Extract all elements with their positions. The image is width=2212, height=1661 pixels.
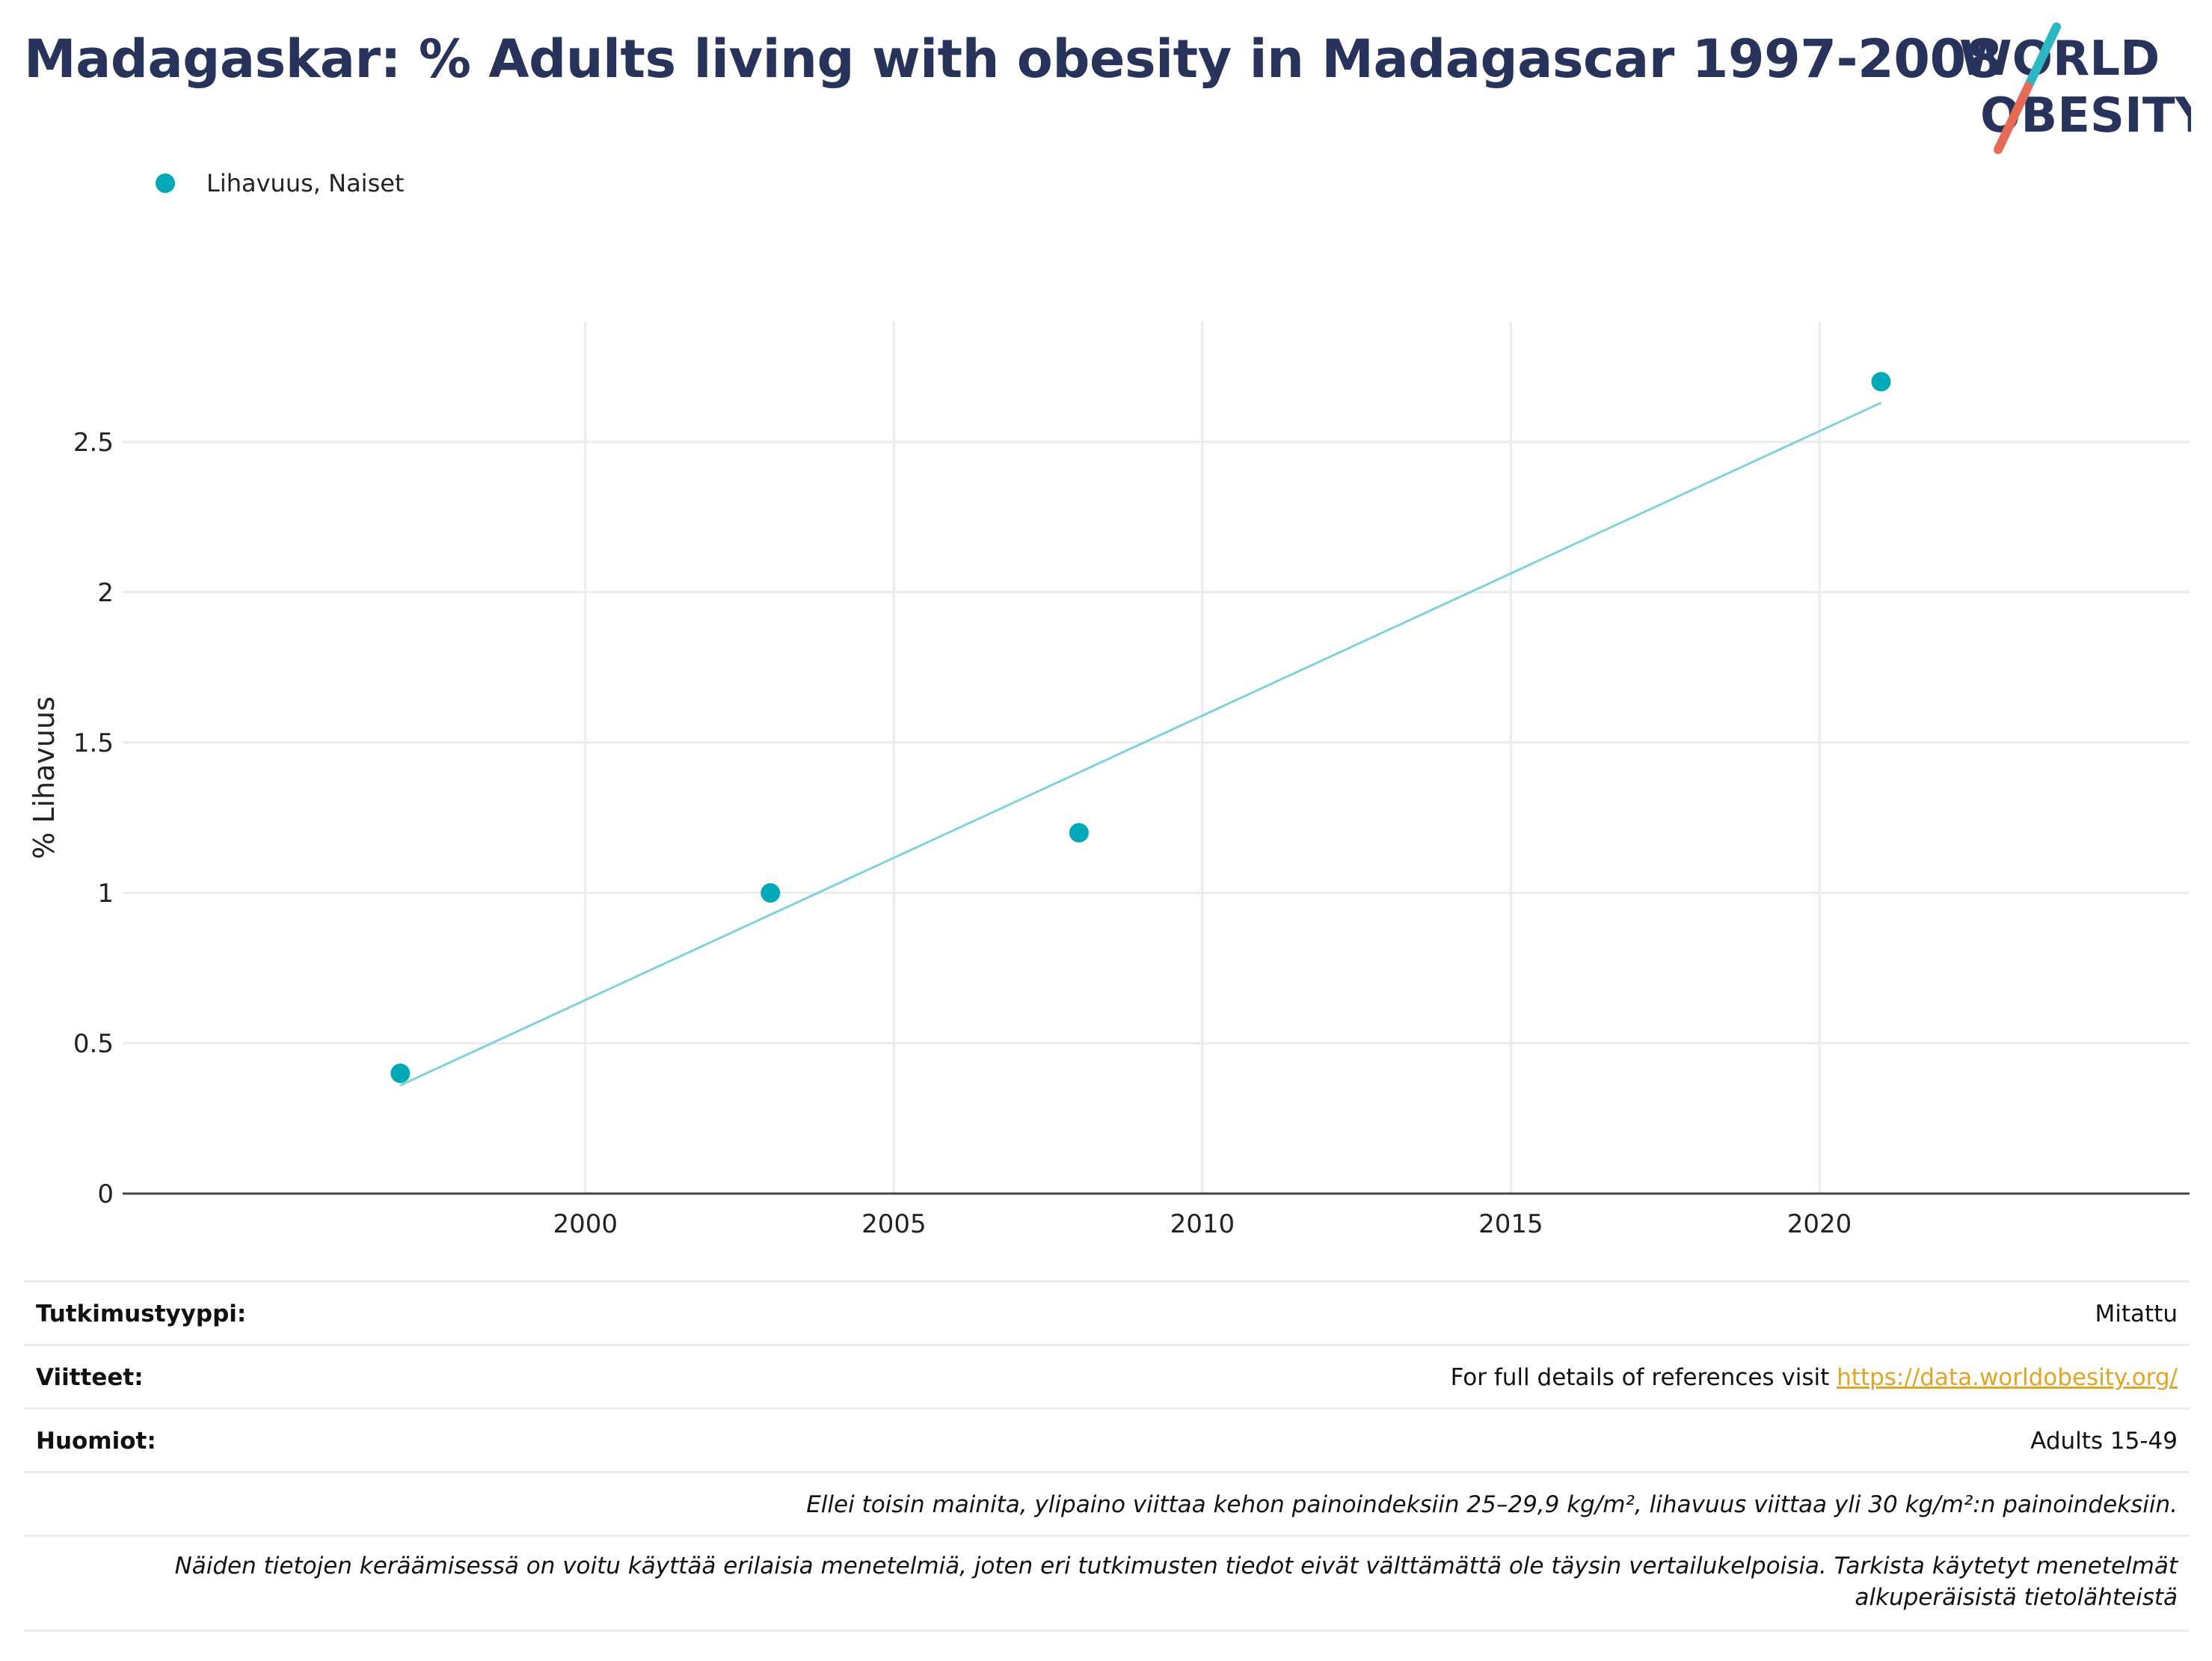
references-text: For full details of references visit — [1450, 1364, 1837, 1391]
y-tick-label: 0.5 — [73, 1029, 114, 1059]
trendline — [399, 402, 1882, 1087]
x-tick-label: 2015 — [1478, 1209, 1543, 1239]
data-point — [1871, 372, 1891, 392]
y-axis-label: % Lihavuus — [28, 696, 61, 859]
logo-text-world: WORLD — [1959, 31, 2160, 87]
info-row-notes: Huomiot: Adults 15-49 — [24, 1407, 2190, 1471]
x-tick-label: 2000 — [553, 1209, 618, 1239]
info-table-bottom-border — [24, 1630, 2190, 1632]
y-tick-label: 2.5 — [73, 428, 114, 458]
info-row-references: Viitteet: For full details of references… — [24, 1344, 2190, 1407]
data-point — [1069, 823, 1089, 843]
axes: 2000 2005 2010 2015 2020 0 0.5 1 1.5 2 2.5 — [73, 428, 2190, 1239]
notes-value: Adults 15-49 — [2030, 1428, 2178, 1455]
chart: 2000 2005 2010 2015 2020 0 0.5 1 1.5 2 2.5 % Lihav… — [28, 322, 2190, 1239]
references-link[interactable]: https://data.worldobesity.org/ — [1837, 1364, 2178, 1391]
trendline-layer — [399, 402, 1882, 1087]
x-tick-label: 2020 — [1787, 1209, 1852, 1239]
grid — [123, 322, 2190, 1194]
methods-note-line1: Näiden tietojen keräämisessä on voitu kä… — [174, 1553, 2178, 1579]
definition-note: Ellei toisin mainita, ylipaino viittaa k… — [806, 1491, 2178, 1518]
points-layer — [390, 372, 1891, 1084]
info-row-definition: Ellei toisin mainita, ylipaino viittaa k… — [24, 1471, 2190, 1535]
logo-slash-top — [2024, 22, 2061, 91]
info-row-study-type: Tutkimustyyppi: Mitattu — [24, 1280, 2190, 1344]
notes-label: Huomiot: — [36, 1428, 156, 1455]
methods-note-line2: alkuperäisistä tietolähteistä — [1855, 1584, 2178, 1611]
methods-note: Näiden tietojen keräämisessä on voitu kä… — [39, 1550, 2178, 1613]
y-tick-label: 0 — [97, 1179, 114, 1209]
info-table: Tutkimustyyppi: Mitattu Viitteet: For fu… — [24, 1280, 2190, 1632]
x-tick-label: 2010 — [1170, 1209, 1235, 1239]
y-tick-label: 1.5 — [73, 728, 114, 758]
world-obesity-logo: WORLD OBESITY — [1959, 22, 2191, 154]
data-point — [390, 1063, 411, 1084]
references-value: For full details of references visit htt… — [1451, 1364, 2178, 1391]
info-row-methods: Näiden tietojen keräämisessä on voitu kä… — [24, 1535, 2190, 1630]
legend[interactable]: Lihavuus, Naiset — [156, 169, 404, 197]
study-type-label: Tutkimustyyppi: — [36, 1301, 247, 1327]
data-point — [761, 882, 781, 903]
references-label: Viitteet: — [36, 1364, 144, 1391]
y-tick-label: 2 — [97, 578, 114, 608]
y-tick-label: 1 — [97, 879, 114, 909]
study-type-value: Mitattu — [2095, 1301, 2178, 1327]
legend-marker — [156, 174, 175, 193]
logo-slash-bottom — [1994, 82, 2033, 154]
legend-label: Lihavuus, Naiset — [206, 169, 405, 197]
chart-title: Madagaskar: % Adults living with obesity… — [24, 28, 2002, 90]
x-tick-label: 2005 — [861, 1209, 927, 1239]
